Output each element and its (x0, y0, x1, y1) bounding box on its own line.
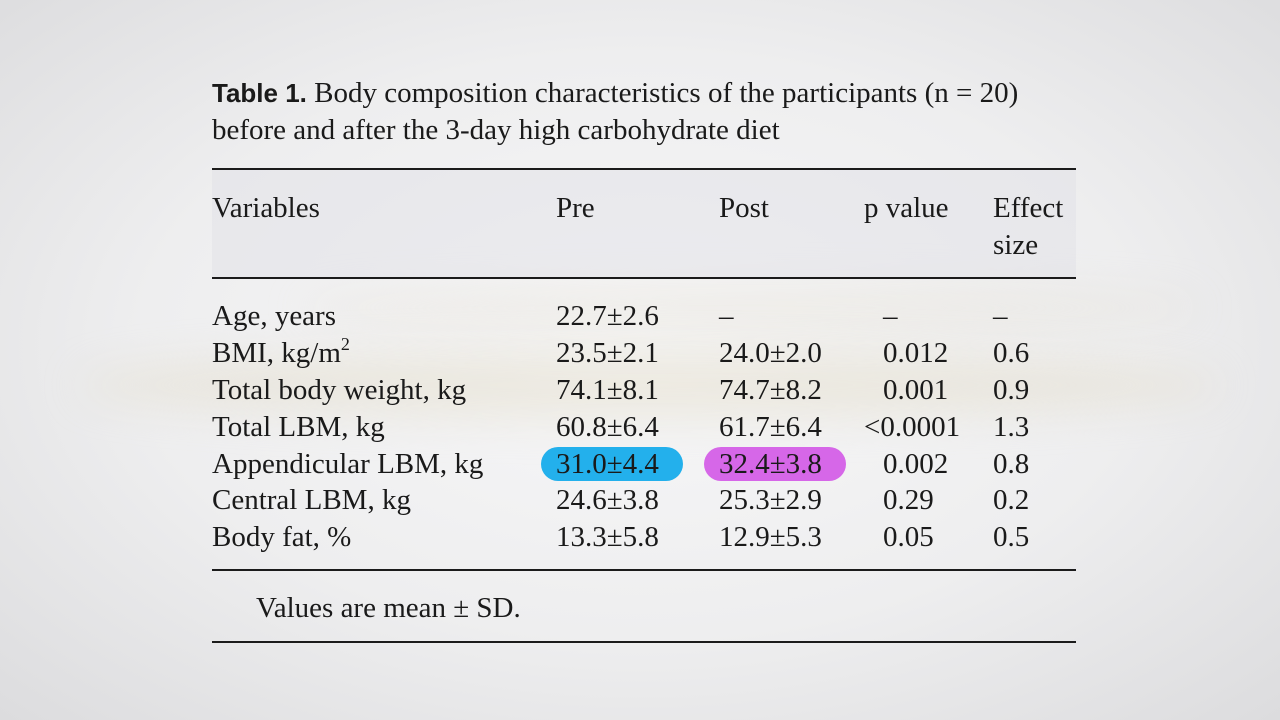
table-cell-p: 0.002 (883, 448, 949, 480)
background-blur-band (80, 350, 1220, 420)
post-highlight (704, 447, 846, 481)
header-pre: Pre (556, 192, 595, 224)
table-cell-effect: 0.9 (993, 374, 1030, 406)
table-label: Table 1. (212, 78, 307, 108)
table-cell-effect: 0.6 (993, 337, 1030, 369)
table-cell-pre: 13.3±5.8 (556, 521, 659, 553)
table-cell-p: 0.05 (883, 521, 934, 553)
table-cell-post: 24.0±2.0 (719, 337, 822, 369)
header-band (212, 170, 1076, 278)
table-document: Table 1. Body composition characteristic… (212, 72, 1076, 643)
table-cell-post: 12.9±5.3 (719, 521, 822, 553)
table-cell-variable: Age, years (212, 300, 337, 332)
footnote-rule (212, 641, 1076, 643)
table-cell-post-highlighted: 32.4±3.8 (719, 448, 822, 480)
table-cell-pre: 60.8±6.4 (556, 411, 659, 443)
superscript: 2 (340, 334, 350, 354)
table-cell-variable: Appendicular LBM, kg (212, 448, 484, 480)
table-cell-effect: – (993, 300, 1008, 332)
table-caption: Table 1. Body composition characteristic… (212, 72, 1076, 149)
table-cell-effect: 0.2 (993, 484, 1030, 516)
header-post: Post (719, 192, 769, 224)
table-cell-effect: 0.8 (993, 448, 1030, 480)
table-cell-variable: Body fat, % (212, 521, 352, 553)
table-cell-p: 0.001 (883, 374, 949, 406)
table-cell-variable: BMI, kg/m2 (212, 335, 350, 372)
table-cell-variable: Total body weight, kg (212, 374, 467, 406)
table-cell-post: 74.7±8.2 (719, 374, 822, 406)
background-blur-band (300, 286, 1200, 330)
table-cell-post: 25.3±2.9 (719, 484, 822, 516)
table-cell-pre: 24.6±3.8 (556, 484, 659, 516)
table-cell-p: <0.0001 (864, 411, 961, 443)
table-cell-pre: 23.5±2.1 (556, 337, 659, 369)
table-caption-text: Body composition characteristics of the … (212, 77, 1019, 146)
table-cell-post: – (719, 300, 734, 332)
table-footnote: Values are mean ± SD. (256, 592, 521, 624)
table-cell-pre: 22.7±2.6 (556, 300, 659, 332)
variable-text: BMI, kg/m (212, 337, 341, 369)
table-cell-pre: 74.1±8.1 (556, 374, 659, 406)
pre-highlight (541, 447, 683, 481)
table-cell-p: – (883, 300, 898, 332)
table-cell-pre-highlighted: 31.0±4.4 (556, 448, 659, 480)
table-cell-variable: Central LBM, kg (212, 484, 411, 516)
top-rule (212, 168, 1076, 170)
bottom-rule (212, 569, 1076, 571)
header-variables: Variables (212, 192, 320, 224)
header-p-value: p value (864, 192, 949, 224)
header-rule (212, 277, 1076, 279)
table-cell-effect: 0.5 (993, 521, 1030, 553)
table-cell-p: 0.29 (883, 484, 934, 516)
table-cell-p: 0.012 (883, 337, 949, 369)
table-cell-effect: 1.3 (993, 411, 1030, 443)
table-cell-post: 61.7±6.4 (719, 411, 822, 443)
table-cell-variable: Total LBM, kg (212, 411, 385, 443)
header-effect-size: Effect size (993, 192, 1064, 261)
